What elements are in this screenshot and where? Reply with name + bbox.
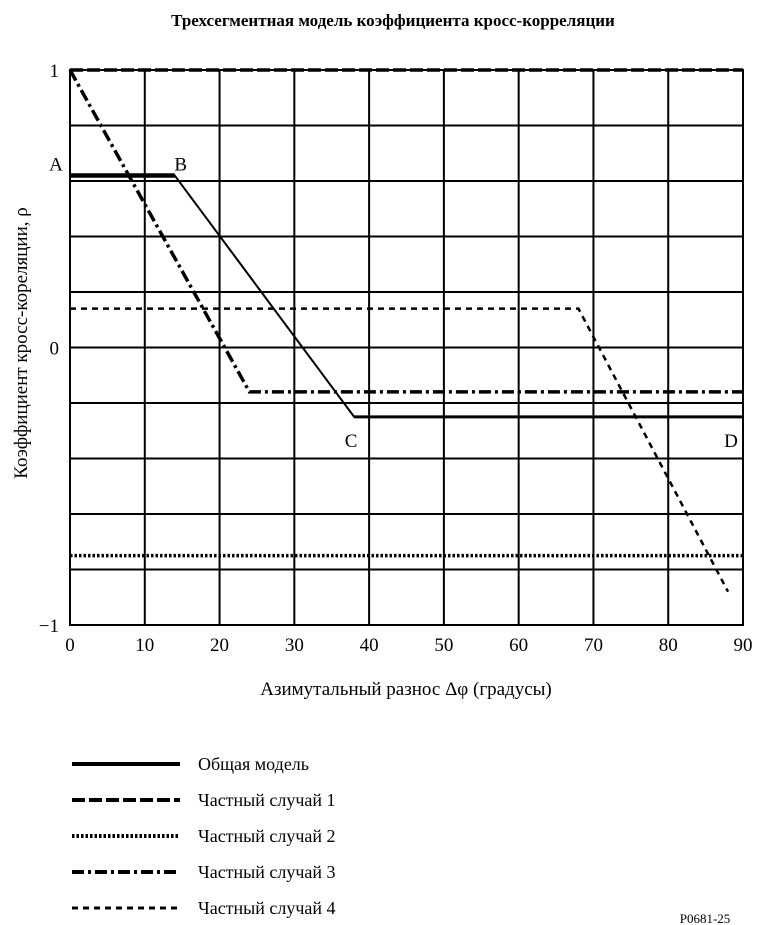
series-line-1: [70, 174, 743, 418]
x-tick-label: 20: [210, 635, 229, 656]
y-tick-label: −1: [39, 616, 59, 637]
chart-title: Трехсегментная модель коэффициента кросс…: [171, 11, 615, 30]
point-label-c: C: [345, 431, 358, 452]
x-tick-label: 80: [659, 635, 678, 656]
legend-label-2: Частный случай 1: [198, 790, 336, 810]
legend-label-3: Частный случай 2: [198, 826, 336, 846]
point-label-a: A: [49, 154, 63, 175]
x-tick-label: 90: [734, 635, 753, 656]
x-tick-label: 10: [135, 635, 154, 656]
y-axis-label: Коэффициент кросс-кореляции, ρ: [11, 207, 32, 478]
figure-id: P0681-25: [680, 911, 731, 925]
y-tick-labels: 1 0 −1: [39, 61, 59, 637]
series-line-4: [68, 69, 743, 394]
y-tick-label: 0: [50, 339, 60, 360]
point-label-b: B: [174, 154, 187, 175]
plot-frame: [69, 69, 744, 626]
x-tick-label: 30: [285, 635, 304, 656]
series-line-5: [70, 307, 730, 593]
point-label-d: D: [724, 431, 738, 452]
legend-label-5: Частный случай 4: [198, 898, 336, 918]
x-tick-label: 50: [434, 635, 453, 656]
legend: Общая модель Частный случай 1 Частный случ…: [72, 754, 336, 918]
x-tick-label: 70: [584, 635, 603, 656]
x-tick-labels: 0 10 20 30 40 50 60 70 80 90: [65, 635, 752, 656]
x-tick-label: 40: [360, 635, 379, 656]
legend-label-1: Общая модель: [198, 754, 309, 774]
point-labels: A B C D: [49, 154, 738, 451]
x-axis-label: Азимутальный разнос Δφ (градусы): [260, 679, 552, 700]
x-tick-label: 0: [65, 635, 75, 656]
x-tick-label: 60: [509, 635, 528, 656]
grid: [70, 70, 743, 625]
y-tick-label: 1: [50, 61, 60, 82]
legend-label-4: Частный случай 3: [198, 862, 336, 882]
